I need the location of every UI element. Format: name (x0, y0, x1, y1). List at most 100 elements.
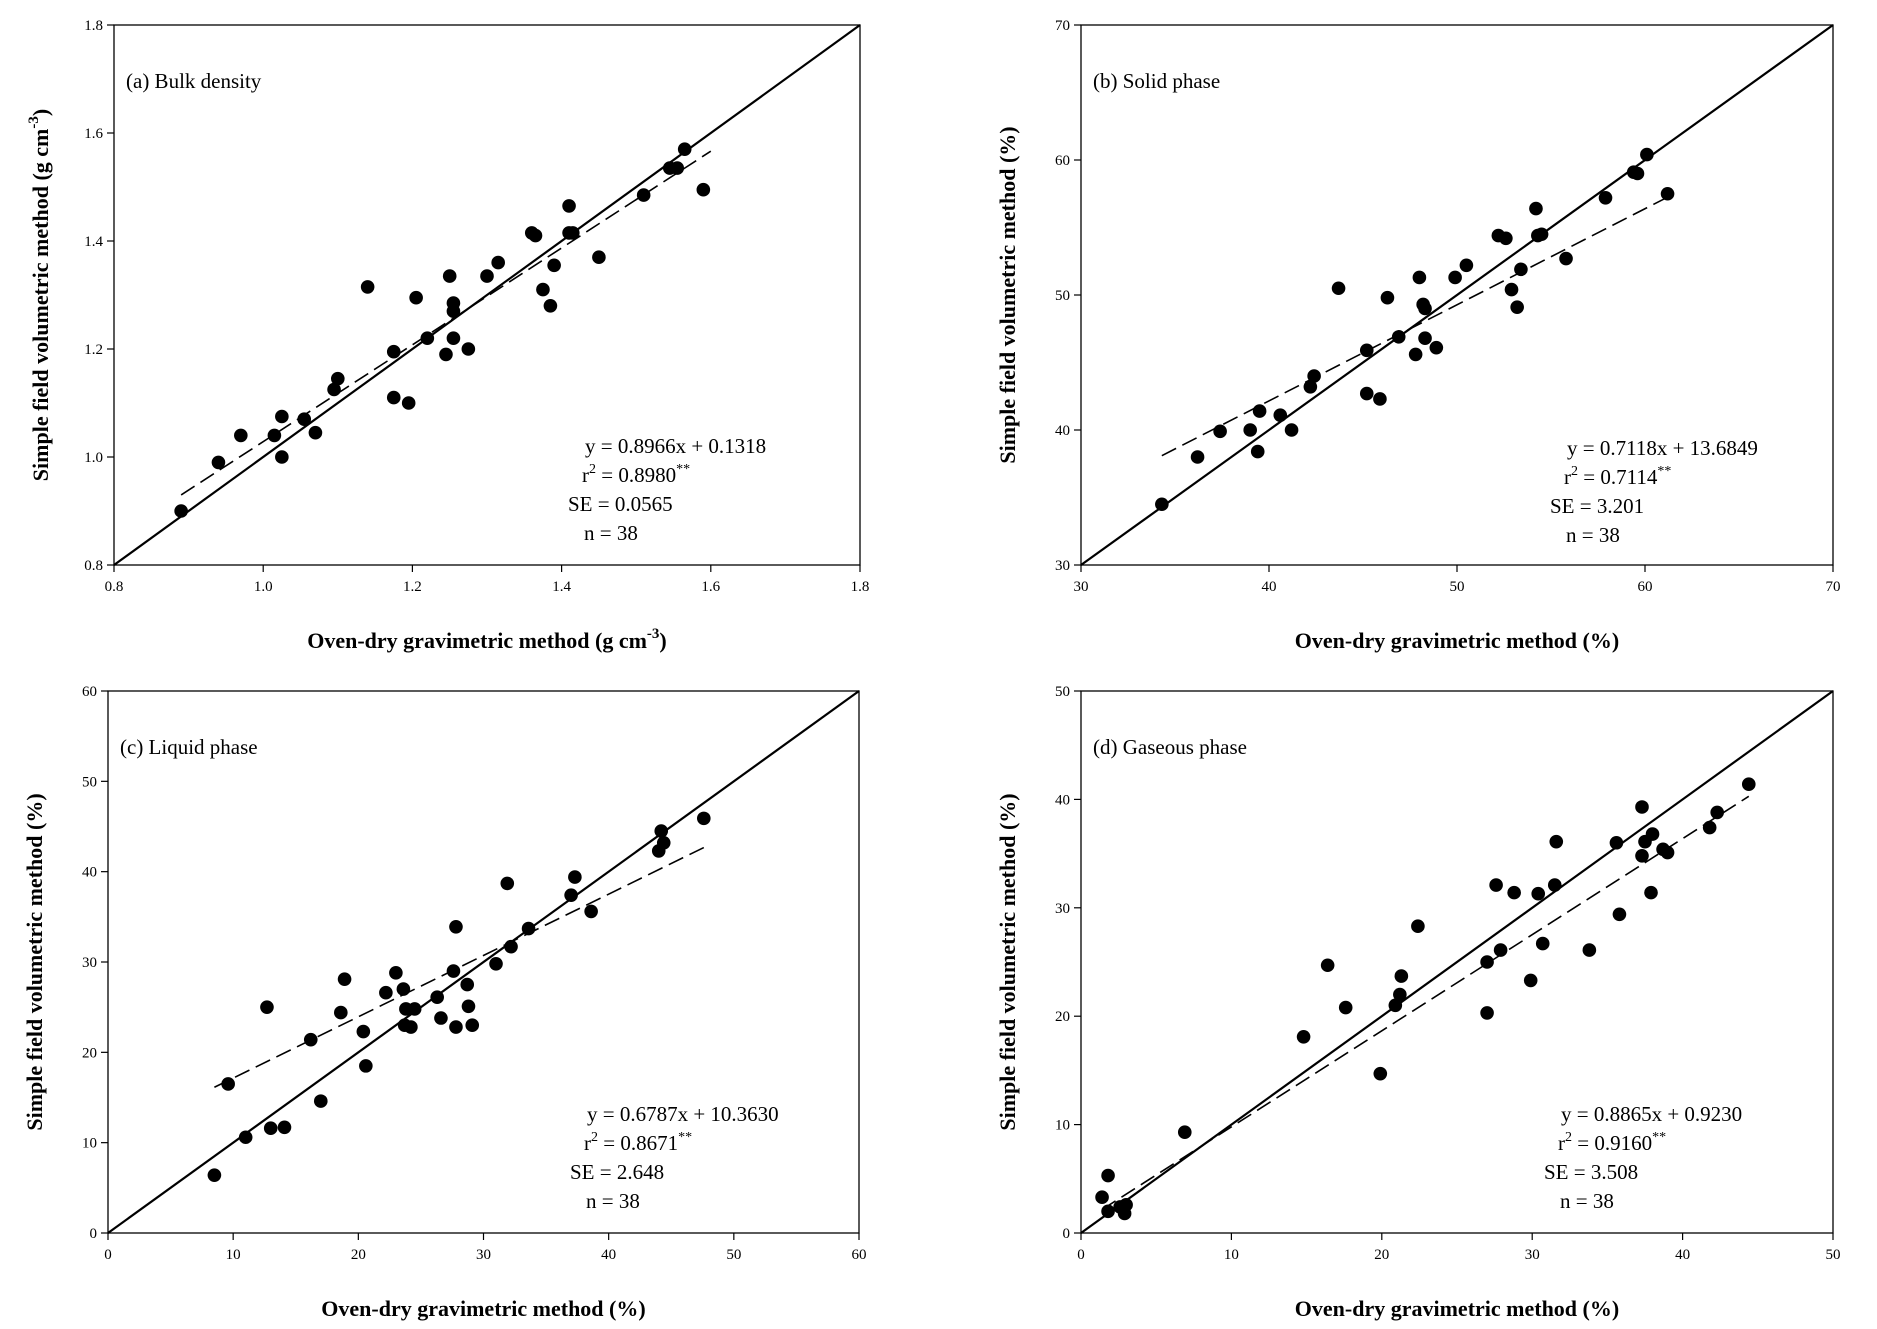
panel-title: (c) Liquid phase (120, 735, 258, 759)
data-point (1320, 958, 1335, 973)
data-point (1523, 973, 1538, 988)
data-point (275, 450, 289, 464)
x-tick-label: 20 (351, 1247, 366, 1263)
data-point (1307, 369, 1321, 383)
regression-line (1161, 196, 1668, 457)
panel-title: (b) Solid phase (1093, 69, 1220, 93)
data-point (1534, 227, 1549, 242)
data-point (670, 161, 685, 175)
data-point (656, 835, 671, 850)
data-point (297, 412, 312, 427)
data-point (1177, 1125, 1192, 1139)
y-axis-label: Simple field volumetric method (%) (995, 793, 1020, 1130)
data-point (1359, 343, 1374, 358)
data-point (263, 1121, 278, 1136)
data-point (654, 824, 669, 838)
x-tick-label: 0 (1077, 1247, 1085, 1263)
data-point (696, 182, 711, 197)
y-tick-label: 60 (82, 684, 97, 700)
x-tick-label: 70 (1826, 579, 1841, 595)
data-point (1529, 201, 1543, 216)
data-point (1660, 845, 1675, 860)
data-point (1535, 936, 1550, 951)
data-point (1635, 848, 1649, 863)
y-tick-label: 1.6 (84, 126, 103, 142)
data-point (359, 1059, 373, 1073)
data-point (460, 977, 475, 992)
data-point (1609, 835, 1624, 850)
data-point (1510, 300, 1524, 314)
data-point (1660, 186, 1675, 201)
data-point (420, 331, 435, 346)
standard-error: SE = 3.201 (1550, 494, 1644, 518)
data-point (1504, 282, 1519, 297)
data-point (1359, 386, 1374, 401)
x-tick-label: 1.4 (552, 579, 571, 595)
data-point (1119, 1198, 1133, 1212)
data-point (360, 280, 375, 294)
data-point (1303, 380, 1318, 394)
x-tick-label: 30 (1074, 579, 1089, 595)
r-squared: r2 = 0.7114** (1564, 464, 1671, 489)
y-tick-label: 50 (1055, 288, 1070, 304)
data-point (1331, 281, 1346, 296)
data-point (446, 964, 461, 978)
data-point (461, 999, 476, 1014)
data-point (1296, 1029, 1311, 1044)
sample-size: n = 38 (586, 1189, 640, 1213)
x-tick-label: 10 (226, 1247, 241, 1263)
data-point (1549, 834, 1564, 849)
data-point (1252, 404, 1267, 418)
y-axis-label: Simple field volumetric method (%) (995, 126, 1020, 463)
data-point (491, 255, 505, 270)
y-tick-label: 1.8 (84, 18, 103, 34)
data-point (677, 142, 692, 156)
regression-equation: y = 0.8865x + 0.9230 (1561, 1102, 1742, 1126)
data-point (1489, 878, 1503, 892)
data-point (1418, 331, 1432, 346)
one-to-one-line (107, 690, 860, 1234)
data-point (238, 1130, 253, 1145)
data-point (1531, 886, 1546, 901)
data-point (409, 290, 423, 305)
data-point (461, 342, 476, 356)
y-tick-label: 30 (1055, 558, 1070, 574)
one-to-one-line (1080, 24, 1834, 566)
data-point (303, 1032, 318, 1047)
x-tick-label: 0.8 (105, 579, 124, 595)
data-point (536, 282, 550, 297)
data-point (1250, 444, 1265, 459)
data-point (564, 888, 578, 902)
data-point (1598, 191, 1613, 205)
y-tick-label: 20 (1055, 1009, 1070, 1025)
y-tick-label: 0.8 (84, 558, 103, 574)
data-point (407, 1002, 422, 1016)
chart-panel-2: 30 40 50 60 70 30 40 50 60 70 (b) Solid phase y = 0… (995, 18, 1841, 653)
regression-line (1101, 795, 1750, 1211)
data-point (636, 188, 651, 202)
data-point (1582, 943, 1597, 957)
y-tick-label: 1.2 (84, 342, 103, 358)
data-point (439, 347, 453, 362)
x-tick-label: 20 (1374, 1247, 1389, 1263)
x-tick-label: 50 (1826, 1247, 1841, 1263)
data-point (1630, 166, 1645, 181)
data-point (277, 1120, 292, 1135)
data-point (1741, 777, 1756, 792)
data-point (174, 504, 188, 518)
data-point (1095, 1190, 1109, 1205)
data-point (521, 921, 536, 936)
data-point (1459, 258, 1474, 273)
data-point (465, 1018, 480, 1033)
y-tick-label: 30 (82, 955, 97, 971)
data-point (449, 919, 463, 934)
data-point (430, 990, 444, 1005)
data-point (1493, 943, 1508, 957)
data-point (1499, 231, 1513, 246)
data-point (565, 226, 580, 240)
data-point (1373, 392, 1387, 406)
data-point (401, 396, 416, 410)
plot-frame (1080, 690, 1834, 1234)
data-point (1702, 820, 1717, 835)
data-point (504, 939, 518, 954)
